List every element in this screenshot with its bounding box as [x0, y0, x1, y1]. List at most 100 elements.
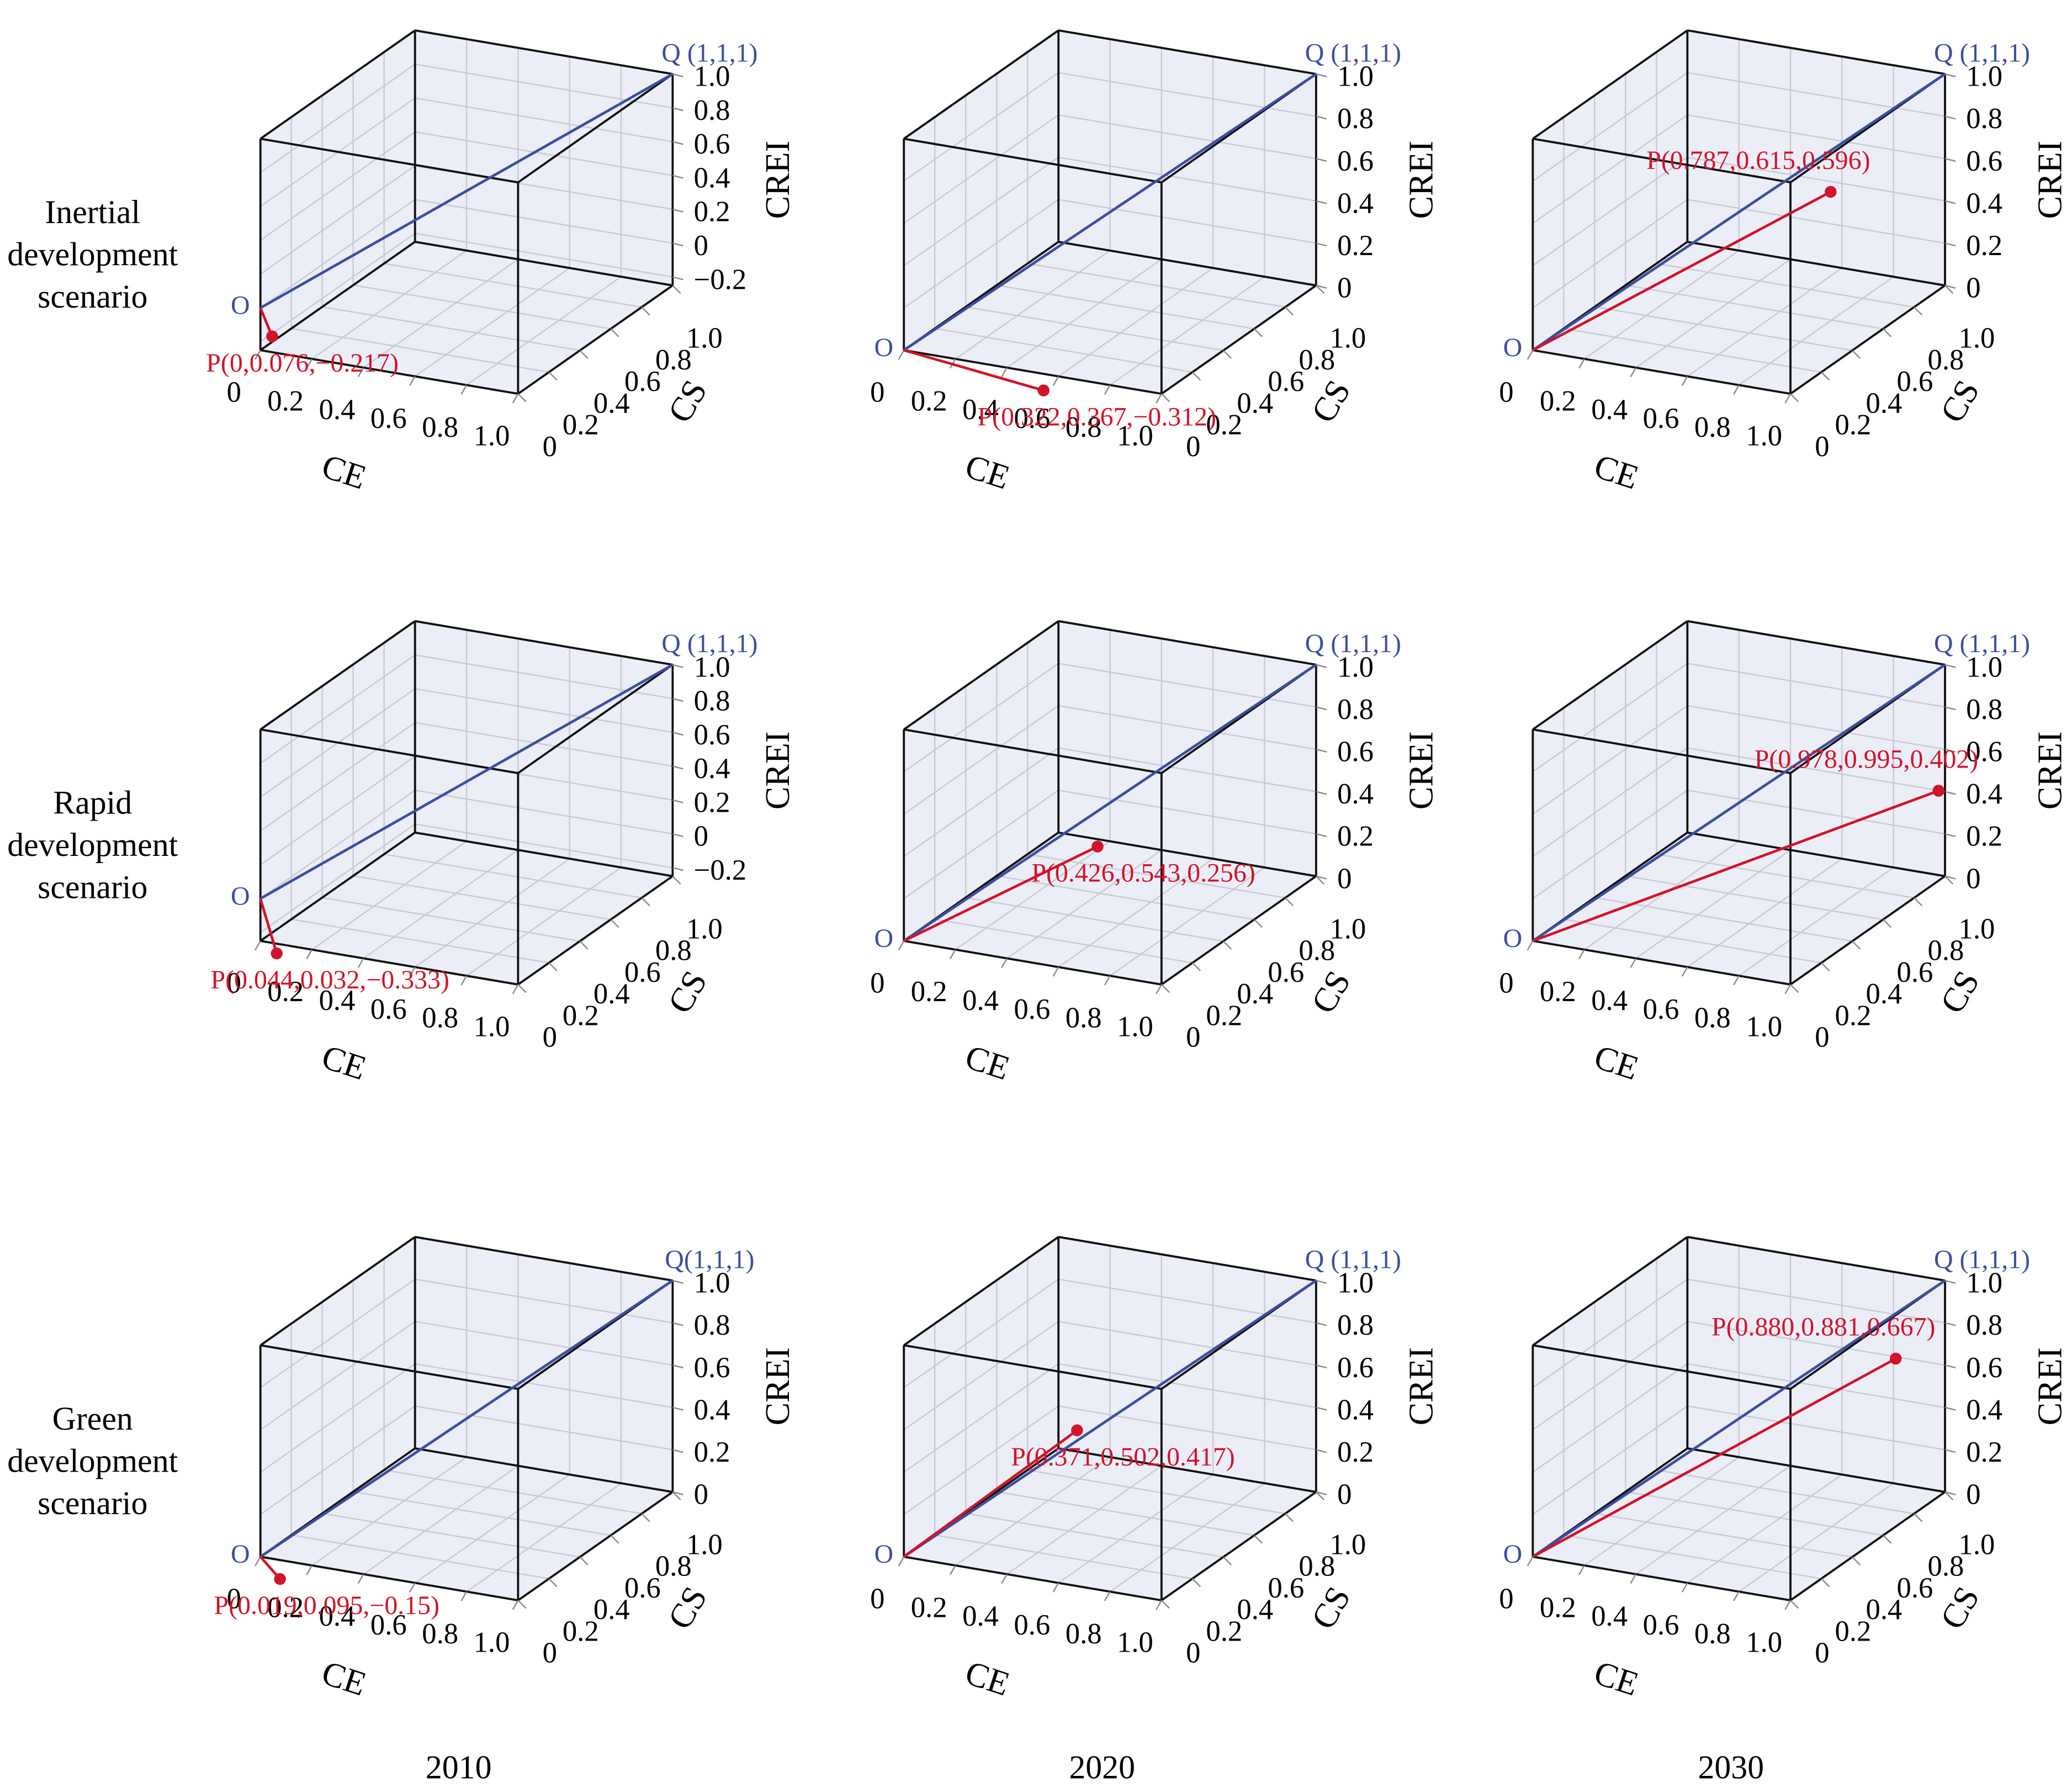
x-tick-label: 0.2 — [1540, 1591, 1576, 1623]
box-edge — [517, 664, 674, 774]
x-tick-label: 0.4 — [962, 1600, 999, 1632]
grid-line — [1058, 267, 1213, 377]
grid-line — [260, 1363, 416, 1473]
y-tick-label: 0.4 — [1237, 387, 1273, 419]
y-tick-label: 0.2 — [1206, 1616, 1242, 1648]
box-edge — [415, 1236, 673, 1282]
x-tick-label: 0.6 — [1014, 993, 1050, 1025]
tick-mark — [409, 1582, 416, 1593]
diagonal-line — [1532, 1279, 1946, 1558]
pane — [1533, 1237, 1688, 1557]
box-edge — [415, 1447, 673, 1493]
tick-mark — [610, 1535, 619, 1544]
grid-line — [1532, 72, 1688, 182]
y-tick-label: 0.8 — [1299, 935, 1335, 967]
y-tick-label: 1.0 — [686, 322, 723, 355]
point-label: P(0.019,0.095,−0.15) — [214, 1591, 439, 1620]
y-tick-label: 0.2 — [1835, 999, 1872, 1031]
tick-mark — [672, 285, 681, 294]
tick-mark — [1790, 1600, 1799, 1609]
y-tick-label: 0.8 — [655, 1551, 692, 1583]
grid-line — [260, 790, 416, 900]
tick-mark — [1316, 664, 1327, 668]
y-tick-label: 0.6 — [1268, 956, 1304, 988]
point-marker — [1889, 1352, 1902, 1365]
x-tick-label: 0.2 — [1540, 385, 1576, 417]
box-edge — [1533, 1344, 1791, 1390]
grid-line — [1625, 875, 1884, 921]
grid-line — [1594, 897, 1853, 942]
grid-line — [415, 1278, 673, 1324]
tick-mark — [1944, 706, 1956, 711]
grid-line — [1532, 705, 1688, 815]
y-tick-label: 0 — [1186, 1022, 1200, 1054]
diagonal-line — [903, 73, 1317, 352]
grid-line — [934, 1534, 1193, 1580]
y-tick-label: 0 — [543, 1637, 557, 1669]
tick-mark — [1316, 1491, 1327, 1495]
y-tick-label: 0.6 — [624, 956, 661, 988]
box-edge — [1058, 1447, 1317, 1493]
box-edge — [259, 620, 416, 731]
box-edge — [903, 29, 1059, 140]
target-label: Q (1,1,1) — [1305, 629, 1401, 658]
z-tick-label: 1.0 — [1966, 61, 2002, 93]
x-tick-label: 0 — [870, 377, 884, 409]
grid-line — [903, 156, 1059, 267]
x-tick-label: 0 — [227, 967, 241, 999]
z-tick-label: 0.6 — [694, 1352, 730, 1384]
grid-line — [1532, 1321, 1688, 1431]
z-tick-label: 1.0 — [694, 1267, 730, 1299]
row-label: Inertial — [45, 194, 140, 230]
tick-mark — [672, 664, 683, 668]
point-label: P(0.787,0.615,0.596) — [1646, 146, 1870, 175]
grid-line — [903, 1278, 1059, 1388]
z-tick-label: −0.2 — [694, 854, 747, 886]
tick-mark — [1223, 350, 1232, 359]
x-tick-label: 0.8 — [422, 1618, 458, 1650]
grid-line — [353, 284, 611, 330]
tick-mark — [1316, 158, 1327, 162]
tick-mark — [517, 1600, 527, 1609]
tick-mark — [1316, 1449, 1327, 1453]
box-edge — [1687, 29, 1946, 75]
box-edge — [259, 241, 416, 351]
pane — [415, 621, 673, 876]
grid-line — [1006, 1465, 1162, 1575]
box-edge — [903, 1556, 1162, 1602]
grid-line — [1687, 1405, 1946, 1451]
tick-mark — [1316, 115, 1327, 120]
box-edge — [259, 29, 416, 140]
tick-mark — [1681, 966, 1688, 977]
grid-line — [260, 199, 416, 309]
grid-line — [1625, 284, 1884, 330]
y-axis-label: CS — [1305, 1580, 1358, 1636]
z-tick-label: 0 — [1966, 863, 1980, 895]
tick-mark — [1790, 393, 1799, 403]
grid-line — [1635, 849, 1791, 959]
tick-mark — [672, 276, 683, 281]
z-tick-label: 0.4 — [1966, 187, 2002, 219]
tick-mark — [1883, 1535, 1892, 1544]
grid-line — [1564, 918, 1822, 964]
box-edge — [415, 620, 673, 666]
column-label: 2030 — [1698, 1749, 1764, 1786]
x-tick-label: 0.6 — [370, 1609, 407, 1641]
tick-mark — [1316, 1364, 1327, 1369]
tick-mark — [1052, 966, 1059, 977]
grid-line — [1058, 705, 1317, 750]
subplot: 0 0.2 0.4 0.6 0.8 1.0 00.20.40.60.81.0−0.200.2… — [211, 620, 797, 1087]
y-tick-label: 0.4 — [593, 978, 630, 1010]
x-tick-label: 1.0 — [1746, 1627, 1782, 1659]
target-label: Q (1,1,1) — [1305, 38, 1401, 67]
z-axis-label: CREI — [759, 141, 797, 219]
row-label: Rapid — [53, 785, 132, 821]
tick-mark — [672, 73, 683, 77]
point-marker — [271, 947, 283, 960]
tick-mark — [517, 393, 527, 403]
tick-mark — [1681, 375, 1688, 386]
y-tick-label: 0.8 — [1928, 1551, 1964, 1583]
tick-mark — [1944, 115, 1956, 120]
y-tick-label: 0.6 — [1897, 956, 1933, 988]
z-tick-label: 0 — [694, 1479, 708, 1511]
